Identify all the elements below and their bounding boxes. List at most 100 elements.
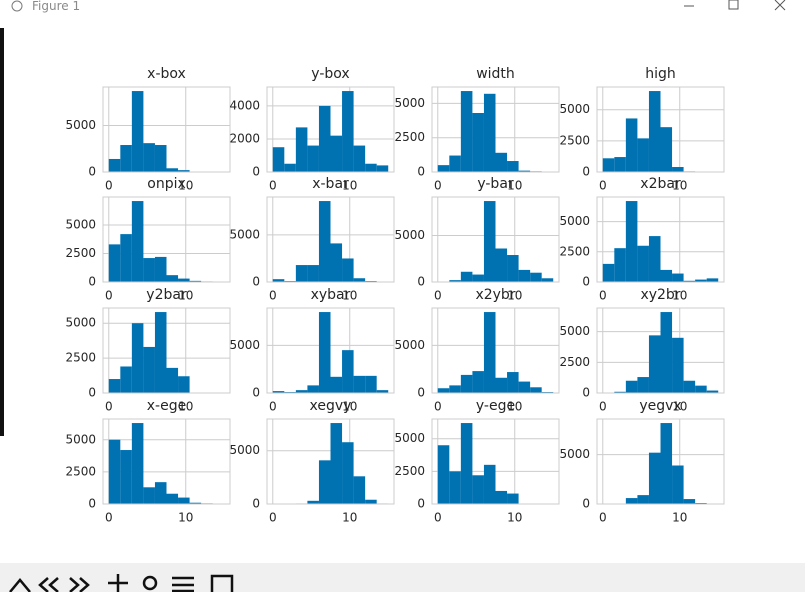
histogram-bar bbox=[706, 278, 719, 282]
configure-button[interactable] bbox=[172, 576, 194, 592]
histogram-bar bbox=[495, 377, 508, 393]
x-tick-label: 10 bbox=[342, 400, 357, 414]
save-button[interactable] bbox=[210, 574, 234, 592]
y-tick-label: 0 bbox=[582, 275, 590, 289]
subplot-title: high bbox=[645, 66, 676, 82]
histogram-bar bbox=[695, 385, 707, 393]
subplot-title: xybar bbox=[311, 287, 351, 303]
x-tick-label: 10 bbox=[507, 289, 522, 303]
toolbar-icons bbox=[9, 574, 234, 592]
histogram-bar bbox=[660, 127, 673, 172]
zoom-button[interactable] bbox=[142, 575, 158, 591]
x-tick-label: 0 bbox=[105, 289, 113, 303]
y-tick-label: 0 bbox=[88, 497, 96, 511]
x-tick-label: 10 bbox=[507, 511, 522, 525]
window-title: Figure 1 bbox=[32, 0, 80, 13]
histogram-bar bbox=[706, 390, 719, 393]
axes-frame bbox=[596, 196, 725, 283]
y-tick-label: 0 bbox=[417, 386, 425, 400]
close-button[interactable] bbox=[774, 0, 786, 11]
axes-frame bbox=[266, 307, 395, 394]
toolbar bbox=[0, 563, 805, 592]
y-tick-label: 5000 bbox=[559, 447, 590, 461]
histogram-bar bbox=[637, 495, 649, 504]
histogram-bar bbox=[318, 201, 331, 282]
subplot: 0 2500 5000 0 10 high bbox=[559, 66, 725, 193]
x-tick-label: 10 bbox=[178, 400, 193, 414]
histogram-bar bbox=[507, 161, 519, 172]
x-tick-label: 0 bbox=[434, 400, 442, 414]
forward-button[interactable] bbox=[69, 577, 90, 592]
histogram-bar bbox=[695, 279, 707, 282]
x-tick-label: 10 bbox=[178, 511, 193, 525]
subplot: 0 5000 0 10 x-bar bbox=[229, 176, 395, 303]
histogram-bar bbox=[648, 91, 661, 172]
y-tick-label: 2000 bbox=[229, 131, 260, 145]
histogram-bar bbox=[530, 387, 542, 393]
subplot-title: y-box bbox=[311, 66, 349, 82]
histogram-bar bbox=[272, 391, 285, 393]
histogram-bar bbox=[376, 390, 389, 393]
y-tick-label: 0 bbox=[252, 165, 260, 179]
x-tick-label: 0 bbox=[269, 289, 277, 303]
y-tick-label: 2500 bbox=[559, 244, 590, 258]
histogram-bar bbox=[460, 91, 473, 172]
y-tick-label: 5000 bbox=[394, 96, 425, 110]
histogram-bar bbox=[131, 91, 144, 172]
histogram-bar bbox=[625, 118, 638, 172]
histogram-bar bbox=[437, 388, 450, 393]
y-tick-label: 0 bbox=[582, 497, 590, 511]
x-tick-label: 0 bbox=[434, 179, 442, 193]
pan-button[interactable] bbox=[108, 574, 128, 592]
x-tick-label: 10 bbox=[672, 289, 687, 303]
histogram-bar bbox=[131, 201, 144, 282]
x-tick-label: 0 bbox=[434, 289, 442, 303]
histogram-bar bbox=[449, 471, 461, 504]
y-tick-label: 5000 bbox=[65, 217, 96, 231]
x-tick-label: 0 bbox=[105, 179, 113, 193]
y-tick-label: 5000 bbox=[65, 432, 96, 446]
y-tick-label: 2500 bbox=[65, 464, 96, 478]
histogram-bar bbox=[108, 244, 121, 282]
home-button[interactable] bbox=[9, 578, 31, 592]
histogram-bar bbox=[472, 371, 484, 393]
x-tick-label: 0 bbox=[269, 179, 277, 193]
histogram-bar bbox=[637, 245, 649, 282]
axes-frame bbox=[431, 307, 560, 394]
histogram-bar bbox=[178, 170, 190, 172]
histogram-bar bbox=[307, 500, 319, 504]
y-tick-label: 0 bbox=[88, 386, 96, 400]
y-tick-label: 5000 bbox=[394, 431, 425, 445]
histogram-bar bbox=[342, 350, 354, 393]
histogram-bar bbox=[143, 346, 155, 393]
y-tick-label: 5000 bbox=[229, 338, 260, 352]
histogram-bar bbox=[318, 312, 331, 393]
axes-frame bbox=[102, 307, 231, 394]
histogram-bar bbox=[614, 157, 626, 172]
histogram-bar bbox=[660, 423, 673, 504]
subplot-title: x2bar bbox=[640, 176, 681, 192]
histogram-bar bbox=[507, 372, 519, 393]
y-tick-label: 2500 bbox=[65, 246, 96, 260]
y-tick-label: 0 bbox=[417, 165, 425, 179]
maximize-button[interactable] bbox=[728, 0, 739, 10]
histogram-bar bbox=[189, 502, 202, 504]
histogram-bar bbox=[154, 482, 167, 504]
x-tick-label: 0 bbox=[269, 511, 277, 525]
subplot-title: y2bar bbox=[146, 287, 187, 303]
x-tick-label: 10 bbox=[342, 289, 357, 303]
y-tick-label: 0 bbox=[252, 275, 260, 289]
axes-frame bbox=[431, 86, 560, 173]
y-tick-label: 5000 bbox=[229, 227, 260, 241]
subplot: 0 2000 4000 0 10 y-box bbox=[229, 66, 395, 193]
histogram-bar bbox=[272, 279, 285, 282]
subplot-title: x-bar bbox=[312, 176, 349, 192]
histogram-bar bbox=[178, 376, 190, 393]
x-tick-label: 10 bbox=[507, 179, 522, 193]
histogram-bar bbox=[449, 280, 461, 282]
back-button[interactable] bbox=[38, 577, 59, 592]
subplot-title: onpix bbox=[147, 176, 186, 192]
histogram-bar bbox=[307, 385, 319, 393]
